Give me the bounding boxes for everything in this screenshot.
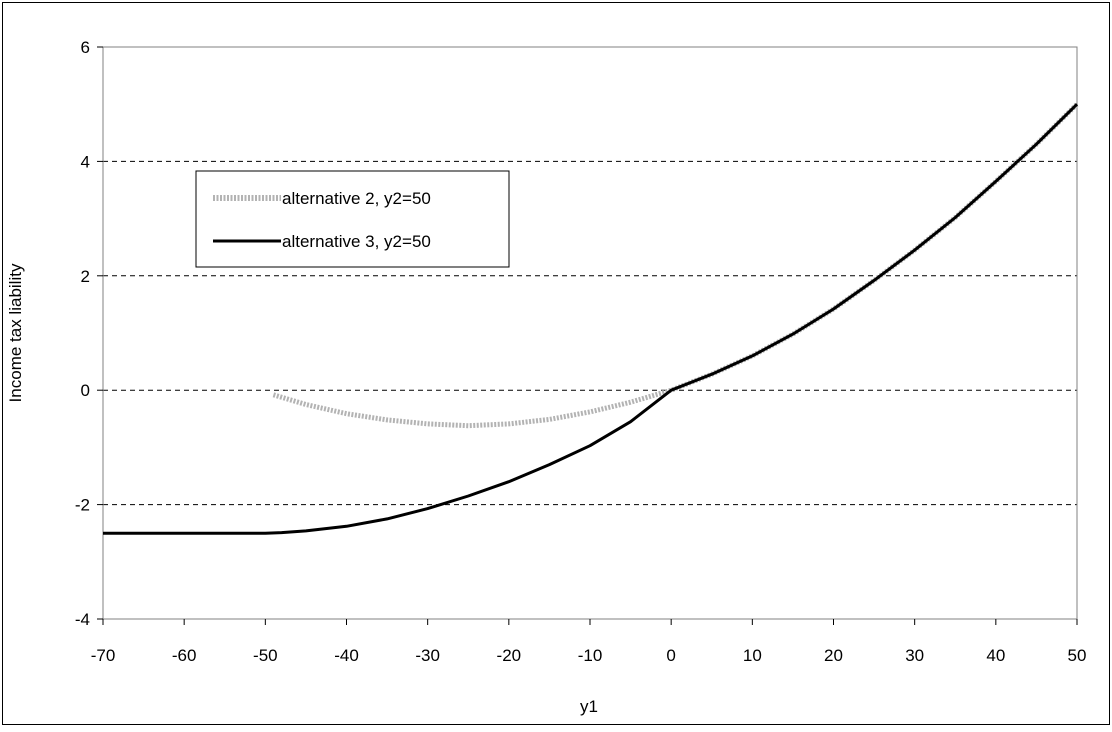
y-tick-label: -2 xyxy=(75,496,90,515)
x-tick-label: 0 xyxy=(666,646,675,665)
x-tick-label: 40 xyxy=(986,646,1005,665)
y-tick-label: 0 xyxy=(81,381,90,400)
x-tick-label: 50 xyxy=(1068,646,1087,665)
x-tick-label: -20 xyxy=(497,646,522,665)
x-tick-label: 30 xyxy=(905,646,924,665)
y-tick-label: 6 xyxy=(81,38,90,57)
x-axis-label: y1 xyxy=(580,697,598,716)
x-tick-label: -10 xyxy=(578,646,603,665)
x-tick-label: -40 xyxy=(334,646,359,665)
legend-label-alternative-3: alternative 3, y2=50 xyxy=(282,232,431,251)
legend: alternative 2, y2=50 alternative 3, y2=5… xyxy=(195,170,510,268)
legend-label-alternative-2: alternative 2, y2=50 xyxy=(282,189,431,208)
series-layer xyxy=(103,102,1079,535)
x-tick-label: 20 xyxy=(824,646,843,665)
series-line-alternative-3 xyxy=(103,103,1079,535)
legend-box xyxy=(195,170,510,268)
y-tick-label: -4 xyxy=(75,610,90,629)
x-tick-label: -60 xyxy=(172,646,197,665)
y-axis: -4 -2 0 2 4 6 xyxy=(75,38,103,629)
x-tick-label: 10 xyxy=(743,646,762,665)
y-axis-label: Income tax liability xyxy=(6,263,25,402)
x-tick-label: -30 xyxy=(415,646,440,665)
y-tick-label: 4 xyxy=(81,152,90,171)
x-tick-label: -50 xyxy=(253,646,278,665)
x-tick-label: -70 xyxy=(91,646,116,665)
x-axis: -70 -60 -50 -40 -30 -20 -10 0 10 20 30 40 50 xyxy=(91,619,1087,665)
grid-lines xyxy=(103,160,1077,506)
y-tick-label: 2 xyxy=(81,267,90,286)
